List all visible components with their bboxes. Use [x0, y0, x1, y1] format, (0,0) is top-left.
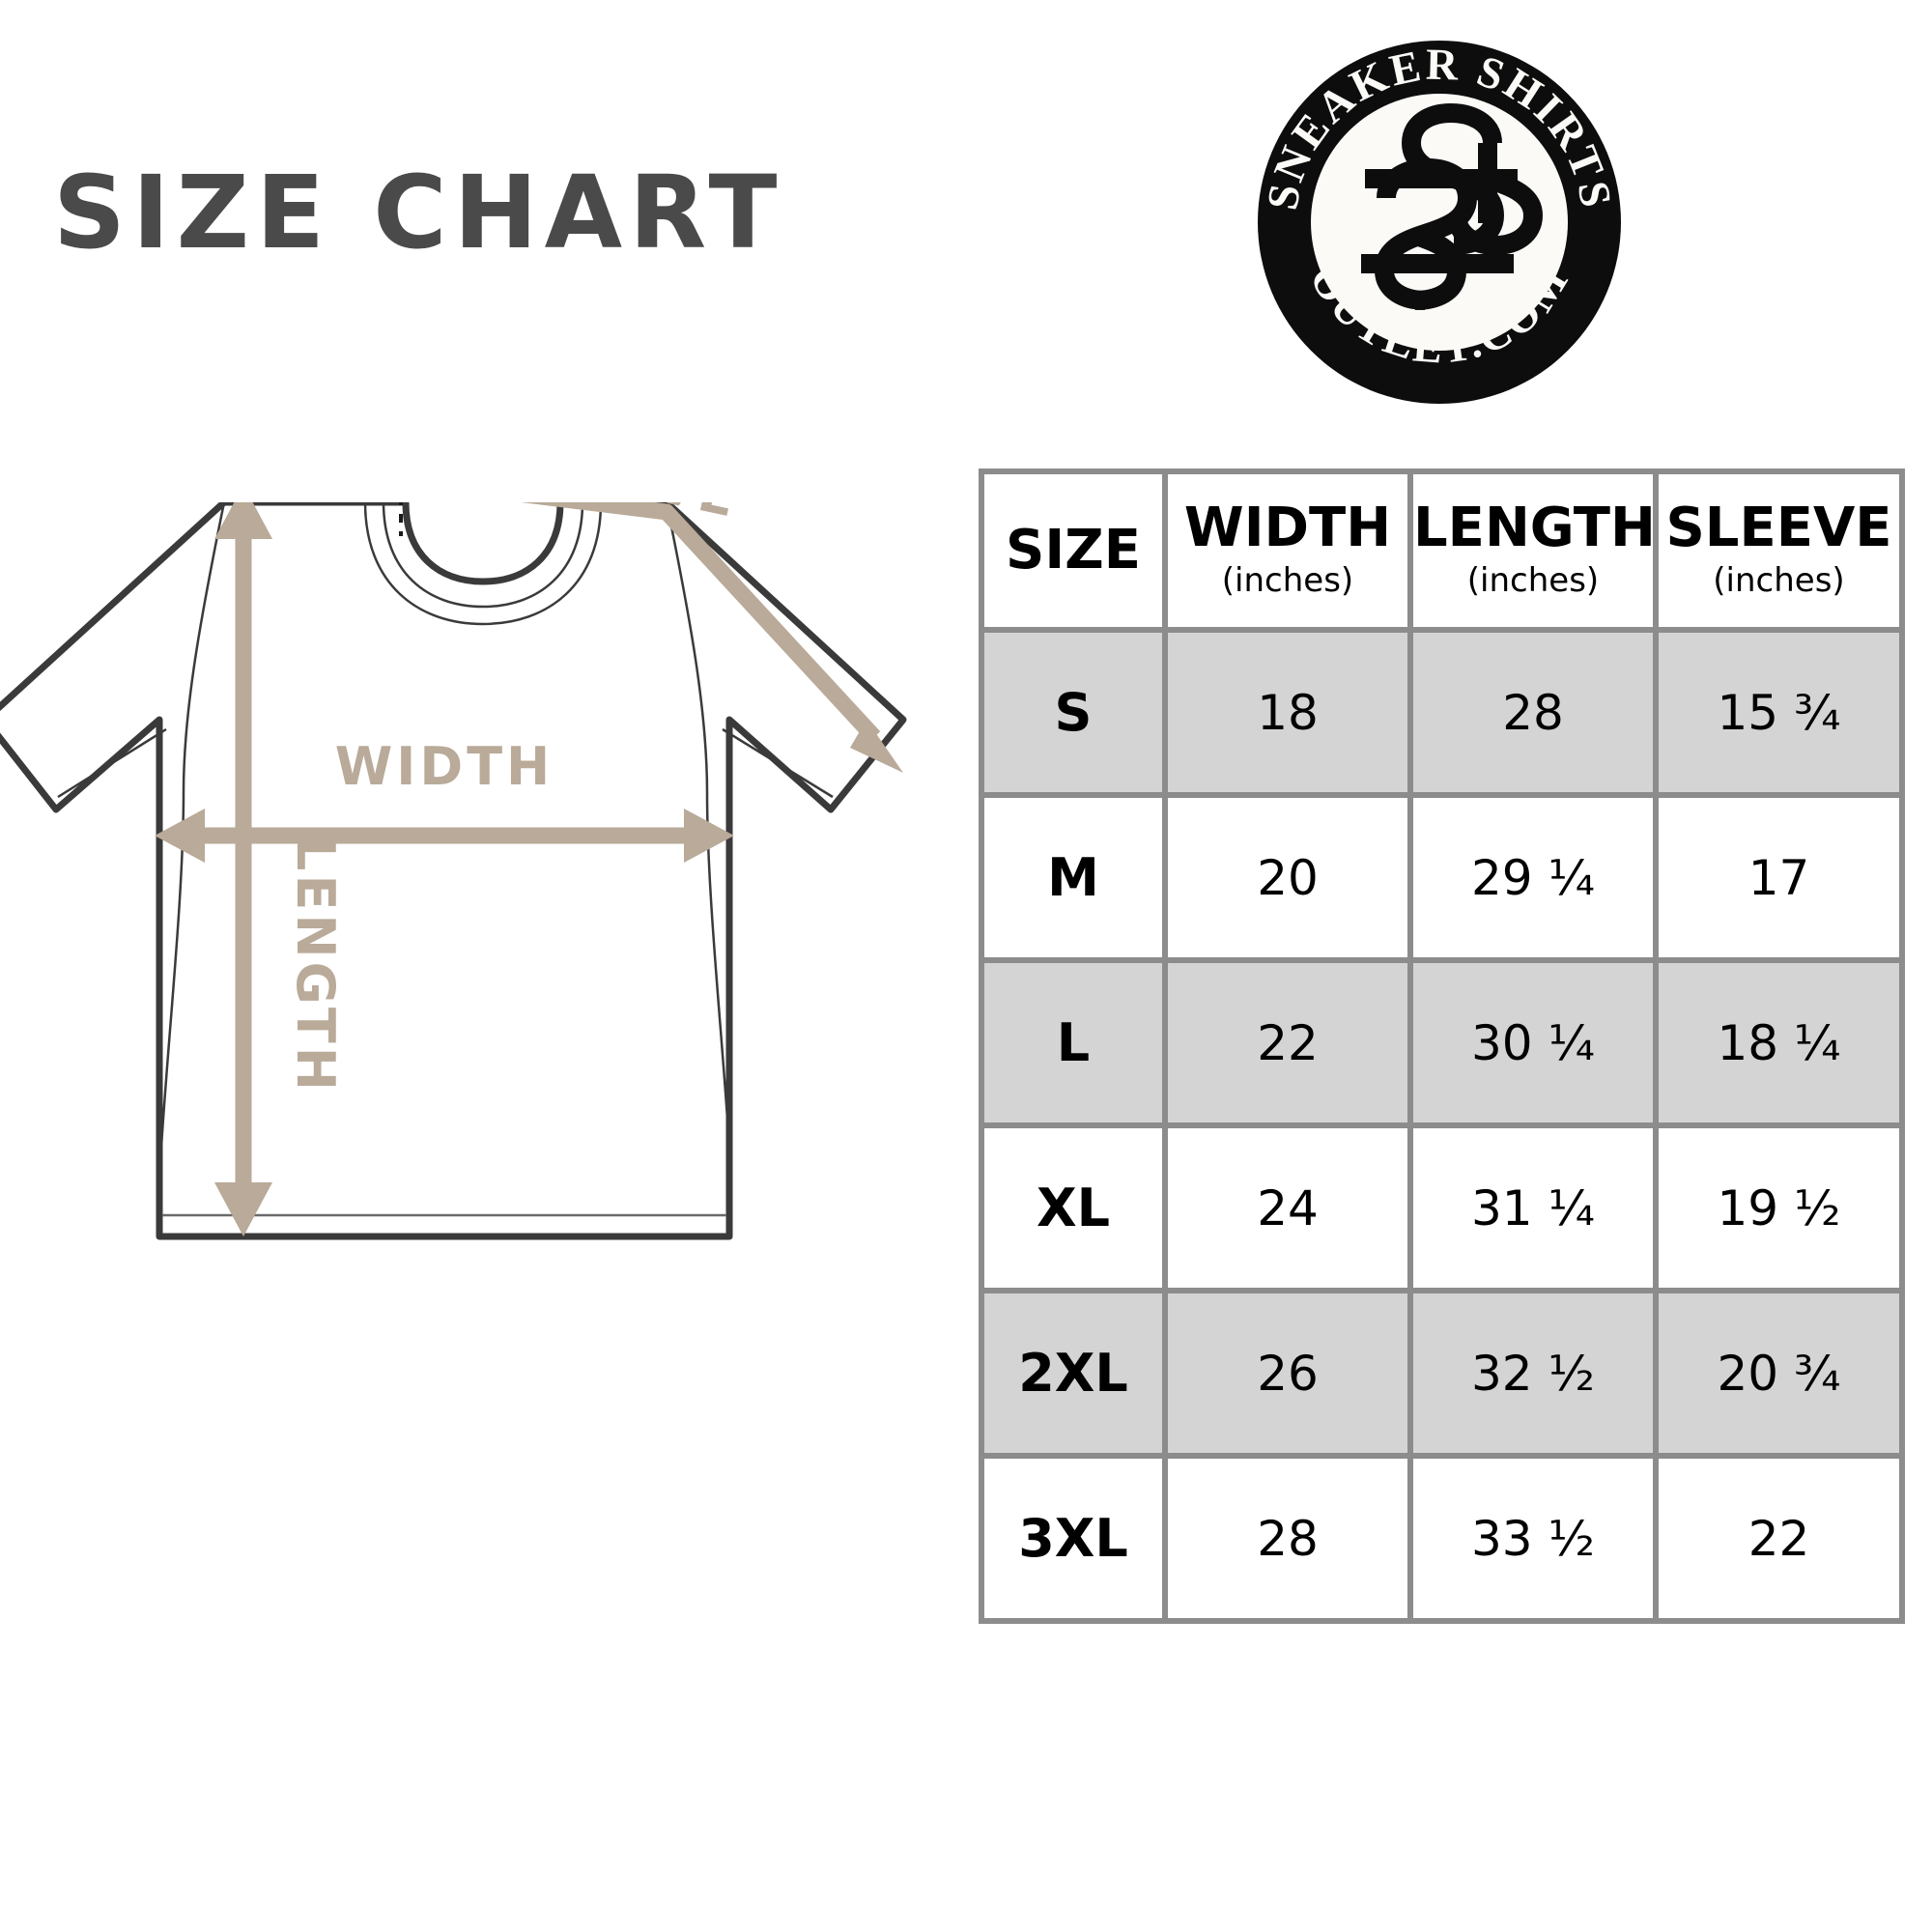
cell-width-L: 22	[1162, 957, 1413, 1128]
cell-width-M: 20	[1162, 792, 1413, 963]
size-table: SIZE WIDTH (inches) LENGTH (inches) SLEE…	[979, 469, 1905, 1624]
cell-width-3XL: 28	[1162, 1453, 1413, 1624]
cell-sleeve-3XL: 22	[1653, 1453, 1905, 1624]
cell-size-XL: XL	[979, 1122, 1168, 1293]
cell-sleeve-S: 15 ¾	[1653, 627, 1905, 798]
brand-logo: SNEAKER SHIRTS OUTLET.COM	[1251, 34, 1628, 411]
cell-length-S: 28	[1407, 627, 1659, 798]
cell-length-XL: 31 ¼	[1407, 1122, 1659, 1293]
cell-length-3XL: 33 ½	[1407, 1453, 1659, 1624]
column-header-width-unit: (inches)	[1221, 560, 1354, 600]
collar-detail	[363, 501, 603, 626]
table-header: SIZE WIDTH (inches) LENGTH (inches) SLEE…	[979, 469, 1905, 633]
column-header-length: LENGTH (inches)	[1407, 469, 1659, 633]
cell-sleeve-M: 17	[1653, 792, 1905, 963]
length-label: LENGTH	[285, 838, 346, 1094]
table-row: S 18 28 15 ¾	[979, 627, 1905, 798]
logo-monogram-icon	[1361, 102, 1544, 310]
column-header-sleeve-unit: (inches)	[1713, 560, 1845, 600]
table-row: 2XL 26 32 ½ 20 ¾	[979, 1288, 1905, 1459]
tshirt-outline	[0, 498, 907, 1240]
cell-width-S: 18	[1162, 627, 1413, 798]
cell-size-S: S	[979, 627, 1168, 798]
column-header-width-label: WIDTH	[1183, 496, 1392, 559]
cell-width-XL: 24	[1162, 1122, 1413, 1293]
tshirt-diagram: SLEEVE WIDTH LENGTH	[0, 421, 966, 1584]
cell-sleeve-XL: 19 ½	[1653, 1122, 1905, 1293]
cell-width-2XL: 26	[1162, 1288, 1413, 1459]
cell-size-3XL: 3XL	[979, 1453, 1168, 1624]
table-header-row: SIZE WIDTH (inches) LENGTH (inches) SLEE…	[979, 469, 1905, 633]
table-body: S 18 28 15 ¾ M 20 29 ¼ 17 L 22 30 ¼ 18 ¼ XL 24 31 ¼ 19 …	[979, 627, 1905, 1624]
table-row: L 22 30 ¼ 18 ¼	[979, 957, 1905, 1128]
column-header-size: SIZE	[979, 469, 1168, 633]
column-header-length-unit: (inches)	[1466, 560, 1600, 600]
width-label: WIDTH	[335, 736, 554, 797]
table-row: M 20 29 ¼ 17	[979, 792, 1905, 963]
column-header-width: WIDTH (inches)	[1162, 469, 1413, 633]
column-header-length-label: LENGTH	[1413, 496, 1656, 559]
cell-sleeve-2XL: 20 ¾	[1653, 1288, 1905, 1459]
cell-length-M: 29 ¼	[1407, 792, 1659, 963]
cell-length-L: 30 ¼	[1407, 957, 1659, 1128]
table-row: XL 24 31 ¼ 19 ½	[979, 1122, 1905, 1293]
cell-size-L: L	[979, 957, 1168, 1128]
cell-size-2XL: 2XL	[979, 1288, 1168, 1459]
width-measure-arrow	[155, 809, 734, 863]
cell-sleeve-L: 18 ¼	[1653, 957, 1905, 1128]
length-measure-arrow	[214, 485, 272, 1236]
page-title: SIZE CHART	[53, 154, 784, 271]
column-header-sleeve: SLEEVE (inches)	[1653, 469, 1905, 633]
column-header-size-label: SIZE	[1005, 519, 1142, 582]
cell-size-M: M	[979, 792, 1168, 963]
sleeve-seam-detail	[57, 501, 834, 1179]
column-header-sleeve-label: SLEEVE	[1665, 496, 1892, 559]
table-row: 3XL 28 33 ½ 22	[979, 1453, 1905, 1624]
cell-length-2XL: 32 ½	[1407, 1288, 1659, 1459]
